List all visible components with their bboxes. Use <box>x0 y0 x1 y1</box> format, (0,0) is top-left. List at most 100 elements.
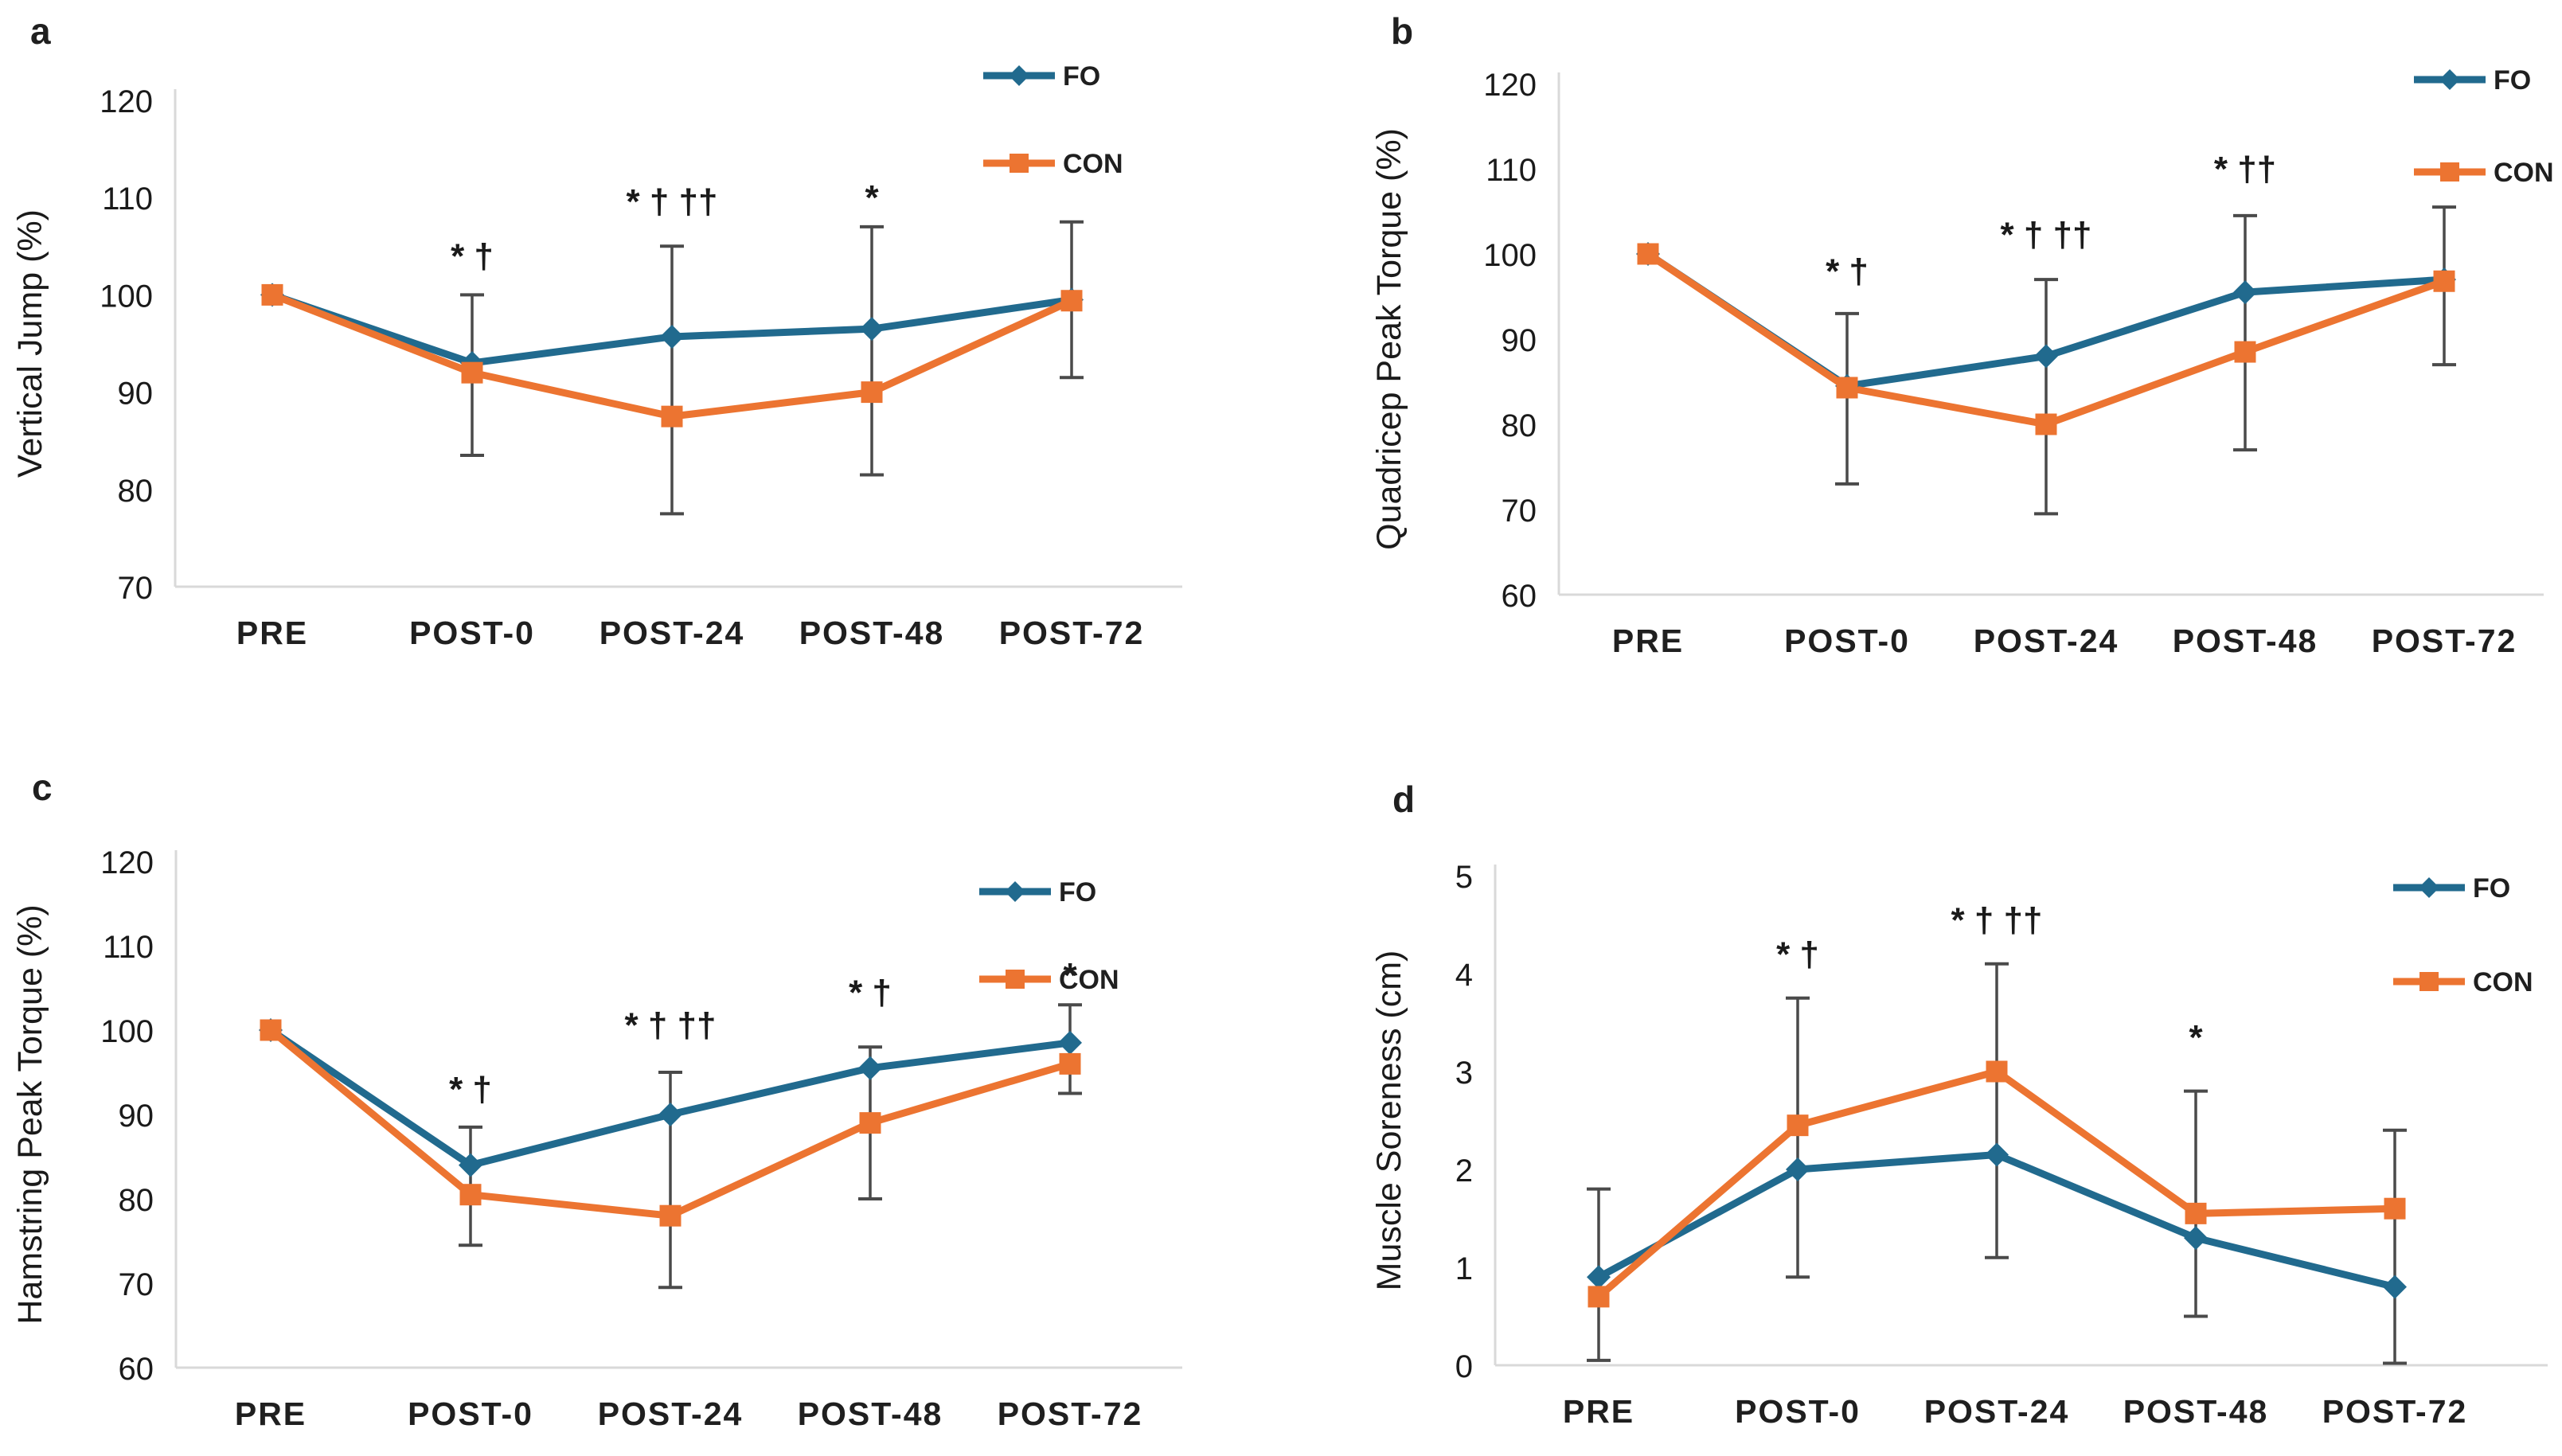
chart-svg-b: b Quadricep Peak Torque (%) 60 70 80 90 100 110… <box>1370 10 2554 659</box>
x-tick-label: POST-72 <box>2372 623 2517 659</box>
y-tick-label: 2 <box>1455 1153 1473 1189</box>
error-bars <box>460 220 1084 516</box>
chart-svg-d: d Muscle Soreness (cm) 0 1 2 3 4 5 PRE POST-0 POST… <box>1370 779 2548 1430</box>
data-point-square <box>459 1184 482 1206</box>
data-point-square <box>861 381 883 404</box>
x-tick-label: POST-0 <box>1735 1393 1861 1430</box>
data-point-square <box>2185 1202 2207 1224</box>
y-tick-label: 90 <box>118 377 154 412</box>
y-tick-labels: 60 70 80 90 100 110 120 <box>100 845 154 1387</box>
significance-annotations: * † * † †† * † * <box>449 956 1077 1109</box>
panel-label-d: d <box>1392 779 1415 820</box>
data-point-square <box>261 283 283 306</box>
x-tick-label: POST-24 <box>598 1395 744 1432</box>
y-tick-labels: 60 70 80 90 100 110 120 <box>1483 68 1537 614</box>
y-tick-label: 80 <box>119 1183 154 1218</box>
significance-annotations: * † * † †† * <box>1776 900 2203 1057</box>
y-axis-title: Vertical Jump (%) <box>11 209 49 478</box>
significance-label: * † <box>1776 935 1819 974</box>
significance-label: * <box>1063 956 1077 995</box>
data-point-square <box>1588 1286 1610 1308</box>
significance-label: * † †† <box>627 182 718 221</box>
legend-marker-diamond <box>2439 69 2460 90</box>
x-tick-label: POST-48 <box>798 1395 943 1432</box>
series-markers-fo <box>1587 1142 2407 1299</box>
x-tick-label: POST-0 <box>1784 623 1910 659</box>
data-point-square <box>659 1204 682 1227</box>
x-tick-label: POST-48 <box>2173 623 2318 659</box>
significance-label: * † †† <box>1951 900 2043 939</box>
x-tick-label: PRE <box>1612 623 1684 659</box>
y-tick-label: 110 <box>102 182 153 217</box>
data-point-square <box>661 405 683 427</box>
chart-panel-a: a Vertical Jump (%) 70 80 90 100 110 120 PRE POST… <box>0 0 1281 728</box>
data-point-diamond <box>2383 1274 2407 1299</box>
y-tick-label: 110 <box>1486 153 1537 188</box>
significance-label: * † †† <box>2001 215 2092 254</box>
x-tick-label: POST-0 <box>409 615 535 651</box>
data-point-diamond <box>1985 1142 2009 1167</box>
y-tick-label: 120 <box>100 84 153 119</box>
legend-label-fo: FO <box>2473 873 2510 904</box>
y-tick-label: 90 <box>119 1099 154 1134</box>
data-point-square <box>2035 413 2057 435</box>
data-point-diamond <box>459 1153 482 1177</box>
y-tick-label: 80 <box>1502 408 1537 443</box>
significance-annotations: * † * † †† * †† <box>1826 150 2276 291</box>
legend: FO CON <box>2393 873 2533 997</box>
y-tick-label: 4 <box>1455 958 1473 993</box>
x-tick-label: POST-24 <box>1974 623 2119 659</box>
legend-label-con: CON <box>2473 967 2533 997</box>
data-point-square <box>461 361 483 384</box>
data-point-square <box>260 1019 282 1041</box>
series-markers-con <box>261 283 1083 427</box>
legend: FO CON <box>979 877 1119 995</box>
x-tick-label: POST-72 <box>998 1395 1143 1432</box>
y-tick-labels: 70 80 90 100 110 120 <box>100 84 153 606</box>
panel-label-c: c <box>32 767 53 808</box>
data-point-square <box>1637 243 1659 265</box>
significance-label: * † †† <box>625 1006 717 1045</box>
data-point-square <box>1059 1052 1081 1075</box>
data-point-diamond <box>660 324 684 349</box>
axes <box>1557 72 2544 596</box>
error-bars <box>1835 205 2456 516</box>
y-tick-label: 3 <box>1455 1056 1473 1091</box>
series-markers-con <box>1637 243 2455 435</box>
data-point-diamond <box>1058 1030 1082 1055</box>
legend-marker-square <box>2419 972 2439 991</box>
y-tick-label: 5 <box>1455 860 1473 895</box>
data-point-diamond <box>658 1103 682 1126</box>
y-tick-label: 70 <box>1502 494 1537 529</box>
y-tick-label: 60 <box>119 1352 154 1387</box>
axes <box>174 89 1182 588</box>
data-point-square <box>2384 1197 2406 1220</box>
data-point-diamond <box>1786 1157 1810 1181</box>
y-tick-label: 120 <box>100 845 154 880</box>
y-tick-label: 0 <box>1455 1349 1473 1384</box>
x-tick-label: POST-0 <box>408 1395 533 1432</box>
axes <box>1494 865 2548 1367</box>
y-tick-label: 100 <box>100 1014 154 1049</box>
chart-panel-c: c Hamstring Peak Torque (%) 60 70 80 90 100 110… <box>0 728 1281 1456</box>
y-tick-label: 80 <box>118 474 154 509</box>
y-axis-title: Quadricep Peak Torque (%) <box>1370 128 1408 550</box>
x-tick-labels: PRE POST-0 POST-24 POST-48 POST-72 <box>1612 623 2517 659</box>
chart-svg-a: a Vertical Jump (%) 70 80 90 100 110 120 PRE POST… <box>11 10 1182 651</box>
x-tick-label: POST-72 <box>2322 1393 2468 1430</box>
legend-marker-square <box>1006 970 1025 989</box>
data-point-square <box>1986 1060 2008 1083</box>
data-point-square <box>1787 1114 1809 1137</box>
x-tick-label: POST-48 <box>799 615 945 651</box>
data-point-square <box>2433 270 2455 292</box>
significance-label: * <box>865 178 879 217</box>
significance-label: * †† <box>2214 150 2276 189</box>
x-tick-label: POST-24 <box>1924 1393 2070 1430</box>
y-tick-label: 1 <box>1455 1251 1473 1286</box>
legend-label-fo: FO <box>2494 65 2531 96</box>
y-tick-labels: 0 1 2 3 4 5 <box>1455 860 1473 1384</box>
legend-marker-diamond <box>1009 65 1029 86</box>
legend-label-con: CON <box>1059 965 1119 995</box>
significance-label: * † <box>1826 252 1869 291</box>
y-tick-label: 100 <box>1483 238 1537 273</box>
